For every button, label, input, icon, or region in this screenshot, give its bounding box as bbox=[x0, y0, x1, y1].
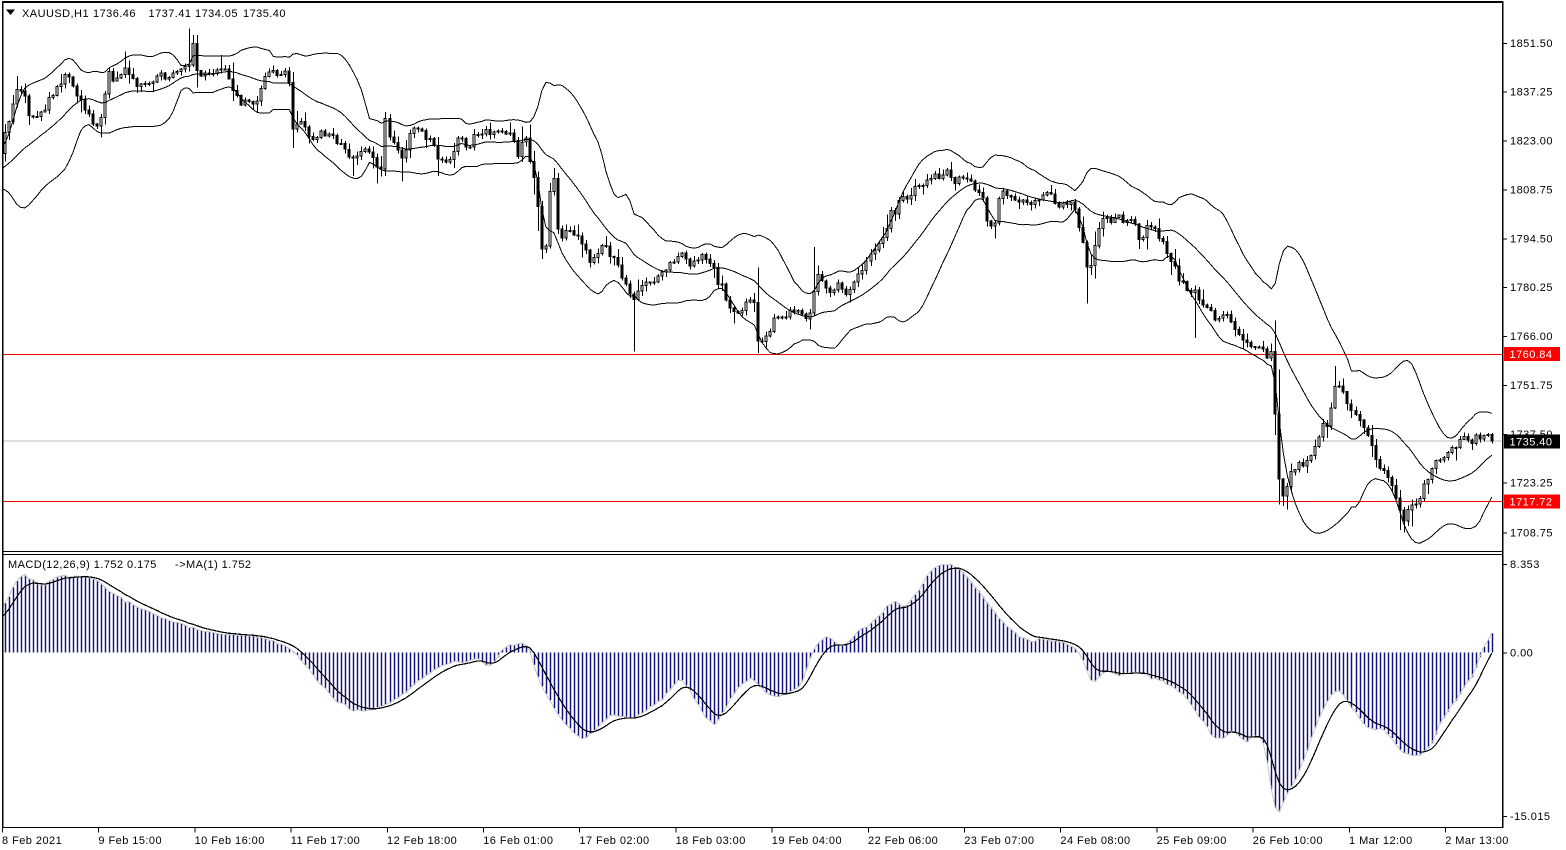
svg-text:1717.72: 1717.72 bbox=[1510, 497, 1553, 509]
svg-text:-15.015: -15.015 bbox=[1510, 811, 1550, 823]
svg-text:8 Feb 2021: 8 Feb 2021 bbox=[2, 835, 62, 847]
svg-text:11 Feb 17:00: 11 Feb 17:00 bbox=[291, 835, 360, 847]
svg-text:1708.75: 1708.75 bbox=[1510, 527, 1553, 539]
svg-text:1736.46: 1736.46 bbox=[93, 8, 136, 20]
svg-text:->MA(1) 1.752: ->MA(1) 1.752 bbox=[175, 559, 251, 571]
svg-text:12 Feb 18:00: 12 Feb 18:00 bbox=[387, 835, 457, 847]
svg-text:9 Feb 15:00: 9 Feb 15:00 bbox=[98, 835, 162, 847]
svg-text:1794.50: 1794.50 bbox=[1510, 233, 1553, 245]
svg-text:1766.00: 1766.00 bbox=[1510, 331, 1553, 343]
svg-text:25 Feb 09:00: 25 Feb 09:00 bbox=[1157, 835, 1227, 847]
svg-text:1837.25: 1837.25 bbox=[1510, 87, 1553, 99]
svg-text:1808.75: 1808.75 bbox=[1510, 184, 1553, 196]
svg-text:19 Feb 04:00: 19 Feb 04:00 bbox=[772, 835, 842, 847]
svg-text:18 Feb 03:00: 18 Feb 03:00 bbox=[676, 835, 746, 847]
svg-text:24 Feb 08:00: 24 Feb 08:00 bbox=[1060, 835, 1130, 847]
svg-text:16 Feb 01:00: 16 Feb 01:00 bbox=[483, 835, 553, 847]
svg-text:1 Mar 12:00: 1 Mar 12:00 bbox=[1349, 835, 1413, 847]
svg-text:22 Feb 06:00: 22 Feb 06:00 bbox=[868, 835, 938, 847]
svg-text:1823.00: 1823.00 bbox=[1510, 136, 1553, 148]
svg-text:1760.84: 1760.84 bbox=[1510, 349, 1553, 361]
svg-text:1780.25: 1780.25 bbox=[1510, 282, 1553, 294]
svg-text:1851.50: 1851.50 bbox=[1510, 38, 1553, 50]
svg-text:0.00: 0.00 bbox=[1510, 648, 1533, 660]
svg-text:1723.25: 1723.25 bbox=[1510, 478, 1553, 490]
svg-text:1737.41: 1737.41 bbox=[149, 8, 192, 20]
svg-text:8.353: 8.353 bbox=[1510, 559, 1540, 571]
svg-text:MACD(12,26,9) 1.752 0.175: MACD(12,26,9) 1.752 0.175 bbox=[8, 559, 157, 571]
svg-text:23 Feb 07:00: 23 Feb 07:00 bbox=[964, 835, 1034, 847]
svg-text:XAUUSD,H1: XAUUSD,H1 bbox=[22, 8, 89, 20]
svg-text:1735.40: 1735.40 bbox=[243, 8, 286, 20]
svg-text:1751.75: 1751.75 bbox=[1510, 380, 1553, 392]
svg-text:2 Mar 13:00: 2 Mar 13:00 bbox=[1445, 835, 1509, 847]
svg-text:17 Feb 02:00: 17 Feb 02:00 bbox=[579, 835, 649, 847]
svg-text:10 Feb 16:00: 10 Feb 16:00 bbox=[195, 835, 265, 847]
svg-text:1735.40: 1735.40 bbox=[1510, 437, 1553, 449]
svg-text:26 Feb 10:00: 26 Feb 10:00 bbox=[1253, 835, 1323, 847]
svg-text:1734.05: 1734.05 bbox=[195, 8, 238, 20]
